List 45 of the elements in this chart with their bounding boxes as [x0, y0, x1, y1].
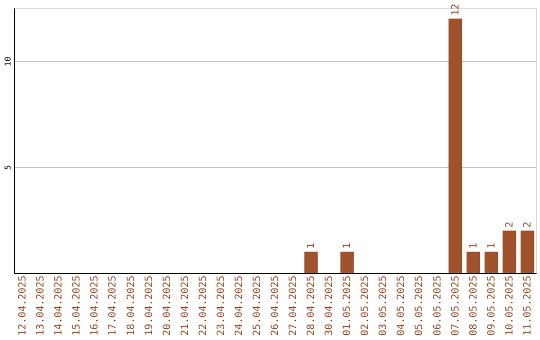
x-tick-label: 19.04.2025 [144, 276, 155, 336]
x-tick-label: 20.04.2025 [162, 276, 173, 336]
data-label: 12 [450, 4, 462, 16]
bar [484, 252, 498, 273]
x-tick-label: 22.04.2025 [198, 276, 209, 336]
x-tick-label: 10.05.2025 [504, 276, 516, 336]
x-tick-label: 15.04.2025 [72, 276, 83, 336]
bar [448, 18, 462, 273]
x-tick-label: 09.05.2025 [486, 276, 498, 336]
x-tick-label: 26.04.2025 [270, 276, 281, 336]
x-tick-label: 23.04.2025 [216, 276, 227, 336]
data-label: 2 [504, 222, 516, 228]
x-tick-label: 11.05.2025 [522, 276, 534, 336]
x-tick-label: 14.04.2025 [54, 276, 65, 336]
x-tick-label: 21.04.2025 [180, 276, 191, 336]
x-tick-label: 17.04.2025 [108, 276, 119, 336]
bar [304, 252, 318, 273]
data-label: 1 [468, 242, 480, 249]
data-label: 1 [342, 242, 354, 249]
x-tick-label: 04.05.2025 [396, 276, 408, 336]
x-tick-label: 12.04.2025 [18, 276, 29, 336]
x-tick-label: 02.05.2025 [360, 276, 372, 336]
x-tick-label: 24.04.2025 [234, 276, 245, 336]
x-tick-label: 25.04.2025 [252, 276, 263, 336]
x-tick-label: 13.04.2025 [36, 276, 47, 336]
x-tick-label: 28.04.2025 [306, 276, 318, 336]
x-tick-label: 08.05.2025 [468, 276, 480, 336]
data-label: 1 [486, 242, 498, 249]
x-tick-label: 16.04.2025 [90, 276, 101, 336]
y-tick-label: 10 [4, 56, 12, 66]
x-tick-label: 07.05.2025 [450, 276, 462, 336]
x-tick-label: 30.04.2025 [324, 276, 336, 336]
bar [502, 230, 516, 273]
x-tick-label: 01.05.2025 [342, 276, 354, 336]
bar [466, 252, 480, 273]
x-tick-label: 03.05.2025 [378, 276, 390, 336]
x-tick-label: 27.04.2025 [288, 276, 300, 336]
bar [340, 252, 354, 273]
bar [520, 230, 534, 273]
y-tick-label: 5 [4, 164, 12, 170]
data-label: 2 [522, 222, 534, 228]
x-tick-label: 18.04.2025 [126, 276, 137, 336]
x-tick-label: 05.05.2025 [414, 276, 426, 336]
data-label: 1 [306, 242, 318, 249]
x-tick-label: 06.05.2025 [432, 276, 444, 336]
